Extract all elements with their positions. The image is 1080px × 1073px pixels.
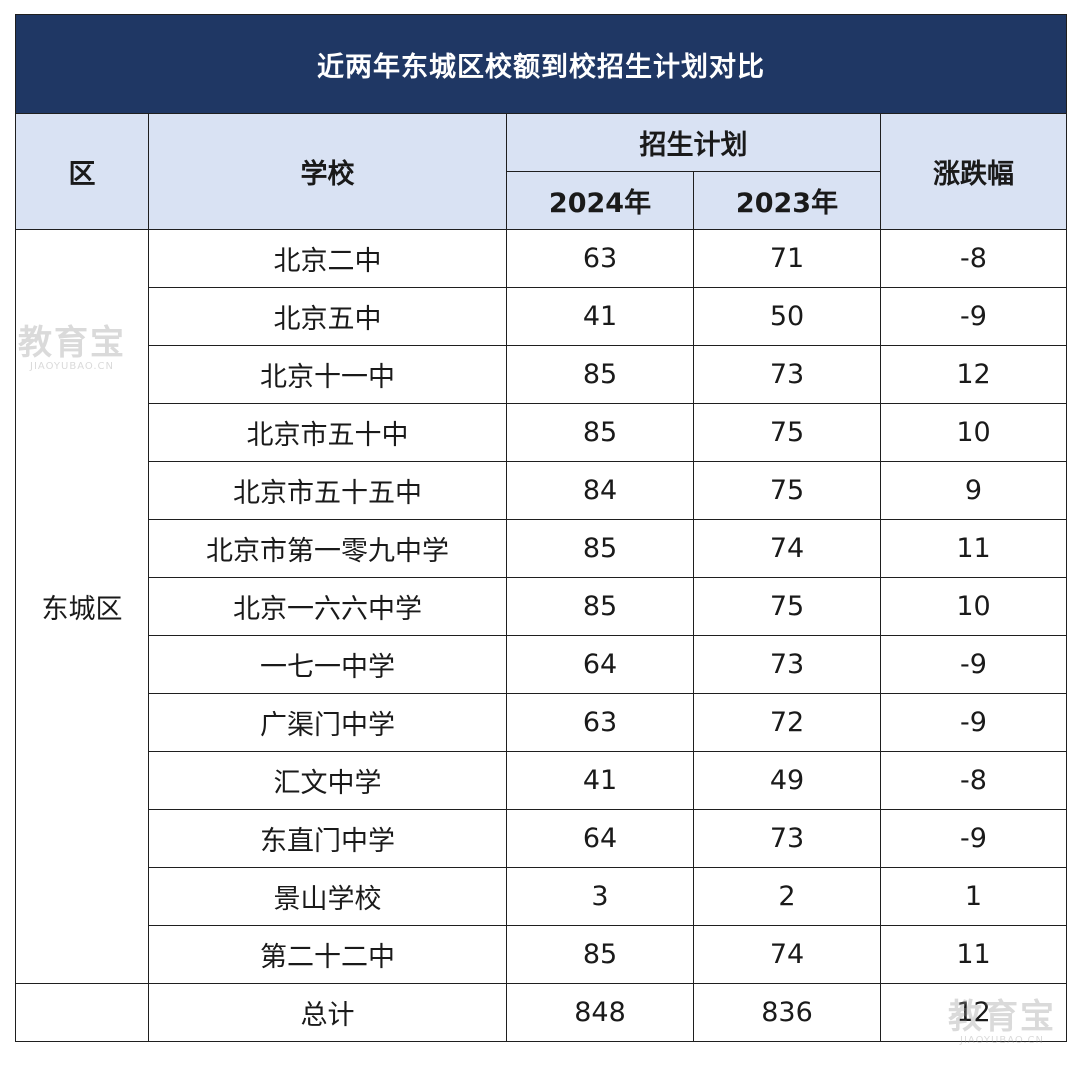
plan-2023-cell: 75 bbox=[693, 461, 881, 520]
school-cell: 汇文中学 bbox=[148, 751, 507, 810]
school-cell: 广渠门中学 bbox=[148, 693, 507, 752]
table-row: 广渠门中学 63 72 -9 bbox=[16, 693, 1068, 752]
plan-2024-cell: 85 bbox=[506, 345, 694, 404]
plan-2024-cell: 41 bbox=[506, 287, 694, 346]
plan-2024-cell: 85 bbox=[506, 519, 694, 578]
plan-2023-cell: 73 bbox=[693, 345, 881, 404]
school-cell: 北京市五十中 bbox=[148, 403, 507, 462]
school-cell: 北京市第一零九中学 bbox=[148, 519, 507, 578]
plan-2023-cell: 74 bbox=[693, 519, 881, 578]
total-row: 总计 848 836 12 bbox=[15, 983, 1068, 1042]
plan-2024-cell: 41 bbox=[506, 751, 694, 810]
plan-2024-cell: 85 bbox=[506, 403, 694, 462]
school-cell: 北京二中 bbox=[148, 229, 507, 288]
change-cell: -9 bbox=[879, 287, 1068, 346]
district-cell: 东城区 bbox=[15, 229, 149, 984]
table-row: 北京十一中 85 73 12 bbox=[16, 345, 1068, 404]
enrollment-table: 近两年东城区校额到校招生计划对比 区 学校 招生计划 涨跌幅 2024年 202… bbox=[14, 14, 1068, 1042]
school-cell: 北京市五十五中 bbox=[148, 461, 507, 520]
school-cell: 北京十一中 bbox=[148, 345, 507, 404]
school-cell: 景山学校 bbox=[148, 867, 507, 926]
change-cell: 11 bbox=[879, 925, 1068, 984]
school-cell: 一七一中学 bbox=[148, 635, 507, 694]
header-year-2024: 2024年 bbox=[506, 171, 694, 230]
plan-2023-cell: 75 bbox=[693, 577, 881, 636]
plan-2024-cell: 84 bbox=[506, 461, 694, 520]
total-2023: 836 bbox=[693, 983, 881, 1042]
table-row: 汇文中学 41 49 -8 bbox=[16, 751, 1068, 810]
plan-2024-cell: 64 bbox=[506, 635, 694, 694]
table-row: 北京市第一零九中学 85 74 11 bbox=[16, 519, 1068, 578]
plan-2023-cell: 74 bbox=[693, 925, 881, 984]
plan-2023-cell: 2 bbox=[693, 867, 881, 926]
plan-2024-cell: 63 bbox=[506, 693, 694, 752]
plan-2023-cell: 50 bbox=[693, 287, 881, 346]
table-row: 北京五中 41 50 -9 bbox=[16, 287, 1068, 346]
change-cell: 9 bbox=[879, 461, 1068, 520]
change-cell: -8 bbox=[879, 229, 1068, 288]
plan-2024-cell: 85 bbox=[506, 577, 694, 636]
plan-2023-cell: 73 bbox=[693, 635, 881, 694]
plan-2023-cell: 49 bbox=[693, 751, 881, 810]
total-2024: 848 bbox=[506, 983, 694, 1042]
plan-2024-cell: 64 bbox=[506, 809, 694, 868]
table-row: 北京市五十中 85 75 10 bbox=[16, 403, 1068, 462]
plan-2024-cell: 85 bbox=[506, 925, 694, 984]
school-cell: 第二十二中 bbox=[148, 925, 507, 984]
plan-2024-cell: 63 bbox=[506, 229, 694, 288]
change-cell: 12 bbox=[879, 345, 1068, 404]
change-cell: -9 bbox=[879, 693, 1068, 752]
table-row: 东城区 北京二中 63 71 -8 bbox=[15, 229, 1068, 984]
plan-2023-cell: 73 bbox=[693, 809, 881, 868]
change-cell: -8 bbox=[879, 751, 1068, 810]
plan-2023-cell: 75 bbox=[693, 403, 881, 462]
change-cell: 11 bbox=[879, 519, 1068, 578]
school-cell: 北京一六六中学 bbox=[148, 577, 507, 636]
table-row: 第二十二中 85 74 11 bbox=[16, 925, 1068, 984]
table-row: 景山学校 3 2 1 bbox=[16, 867, 1068, 926]
school-cell: 北京五中 bbox=[148, 287, 507, 346]
plan-2023-cell: 71 bbox=[693, 229, 881, 288]
header-year-2023: 2023年 bbox=[693, 171, 881, 230]
table-row: 东直门中学 64 73 -9 bbox=[16, 809, 1068, 868]
header-school: 学校 bbox=[148, 113, 507, 230]
header-change: 涨跌幅 bbox=[879, 113, 1068, 230]
total-label: 总计 bbox=[148, 983, 507, 1042]
header-district: 区 bbox=[15, 113, 149, 230]
change-cell: -9 bbox=[879, 809, 1068, 868]
total-district-cell bbox=[15, 983, 149, 1042]
plan-2024-cell: 3 bbox=[506, 867, 694, 926]
plan-2023-cell: 72 bbox=[693, 693, 881, 752]
change-cell: -9 bbox=[879, 635, 1068, 694]
table-body: 东城区 北京二中 63 71 -8 北京五中 41 50 -9 北京十一中 85 73 12 北京市五十中… bbox=[15, 229, 1068, 984]
change-cell: 10 bbox=[879, 403, 1068, 462]
table-row: 北京一六六中学 85 75 10 bbox=[16, 577, 1068, 636]
table-title: 近两年东城区校额到校招生计划对比 bbox=[14, 14, 1068, 114]
change-cell: 1 bbox=[879, 867, 1068, 926]
header-plan: 招生计划 bbox=[506, 113, 881, 172]
table-row: 北京市五十五中 84 75 9 bbox=[16, 461, 1068, 520]
total-change: 12 bbox=[879, 983, 1068, 1042]
school-cell: 东直门中学 bbox=[148, 809, 507, 868]
table-row: 一七一中学 64 73 -9 bbox=[16, 635, 1068, 694]
change-cell: 10 bbox=[879, 577, 1068, 636]
